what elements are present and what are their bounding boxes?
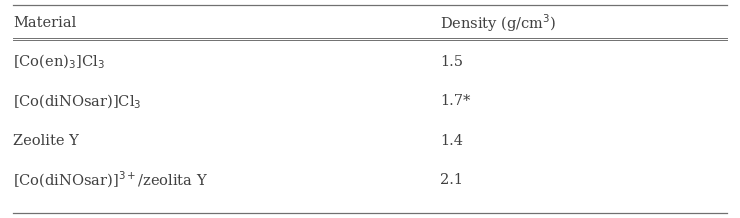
Text: [Co(en)$_3$]Cl$_3$: [Co(en)$_3$]Cl$_3$ xyxy=(13,53,105,71)
Text: [Co(diNOsar)]$^{3+}$/zeolita Y: [Co(diNOsar)]$^{3+}$/zeolita Y xyxy=(13,170,209,190)
Text: Density (g/cm$^3$): Density (g/cm$^3$) xyxy=(440,12,557,34)
Text: Material: Material xyxy=(13,16,76,30)
Text: [Co(diNOsar)]Cl$_3$: [Co(diNOsar)]Cl$_3$ xyxy=(13,92,142,111)
Text: Zeolite Y: Zeolite Y xyxy=(13,134,79,148)
Text: 1.7*: 1.7* xyxy=(440,94,471,108)
Text: 2.1: 2.1 xyxy=(440,173,463,187)
Text: 1.5: 1.5 xyxy=(440,55,463,69)
Text: 1.4: 1.4 xyxy=(440,134,463,148)
